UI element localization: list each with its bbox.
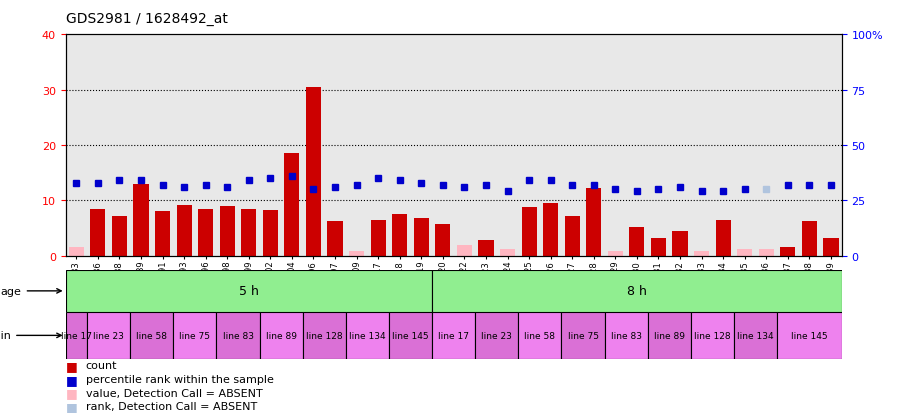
- Bar: [759, 249, 774, 256]
- Bar: [130, 312, 173, 359]
- Text: line 75: line 75: [568, 331, 599, 340]
- Bar: [521, 207, 537, 256]
- Text: rank, Detection Call = ABSENT: rank, Detection Call = ABSENT: [86, 401, 257, 411]
- Bar: [87, 312, 130, 359]
- Bar: [586, 189, 602, 256]
- Text: GDS2981 / 1628492_at: GDS2981 / 1628492_at: [66, 12, 228, 26]
- Bar: [112, 216, 127, 256]
- Text: ■: ■: [66, 386, 77, 399]
- Bar: [432, 271, 842, 312]
- Bar: [734, 312, 777, 359]
- Bar: [561, 312, 604, 359]
- Bar: [435, 224, 450, 256]
- Bar: [173, 312, 217, 359]
- Text: age: age: [1, 286, 61, 296]
- Text: line 134: line 134: [737, 331, 774, 340]
- Text: line 23: line 23: [93, 331, 124, 340]
- Text: line 134: line 134: [349, 331, 386, 340]
- Text: line 89: line 89: [653, 331, 684, 340]
- Text: line 145: line 145: [392, 331, 429, 340]
- Bar: [565, 216, 580, 256]
- Text: line 17: line 17: [61, 331, 92, 340]
- Bar: [349, 252, 364, 256]
- Bar: [306, 88, 321, 256]
- Text: value, Detection Call = ABSENT: value, Detection Call = ABSENT: [86, 388, 262, 398]
- Bar: [303, 312, 346, 359]
- Bar: [651, 238, 666, 256]
- Bar: [715, 220, 731, 256]
- Bar: [414, 218, 429, 256]
- Bar: [630, 227, 644, 256]
- Bar: [392, 215, 408, 256]
- Bar: [737, 249, 753, 256]
- Bar: [66, 312, 87, 359]
- Bar: [263, 211, 278, 256]
- Bar: [672, 231, 688, 256]
- Bar: [284, 154, 299, 256]
- Bar: [155, 212, 170, 256]
- Bar: [691, 312, 734, 359]
- Bar: [648, 312, 691, 359]
- Bar: [694, 252, 709, 256]
- Bar: [198, 209, 213, 256]
- Text: 8 h: 8 h: [627, 285, 647, 298]
- Text: line 23: line 23: [481, 331, 512, 340]
- Bar: [66, 271, 432, 312]
- Bar: [479, 241, 493, 256]
- Bar: [370, 220, 386, 256]
- Bar: [90, 209, 106, 256]
- Bar: [217, 312, 259, 359]
- Text: ■: ■: [66, 373, 77, 386]
- Text: ■: ■: [66, 400, 77, 413]
- Text: line 58: line 58: [136, 331, 167, 340]
- Bar: [802, 222, 817, 256]
- Bar: [69, 248, 84, 256]
- Bar: [604, 312, 648, 359]
- Text: line 89: line 89: [266, 331, 297, 340]
- Bar: [543, 204, 558, 256]
- Text: line 128: line 128: [694, 331, 731, 340]
- Text: percentile rank within the sample: percentile rank within the sample: [86, 374, 273, 384]
- Bar: [432, 312, 475, 359]
- Bar: [608, 252, 623, 256]
- Text: ■: ■: [66, 359, 77, 372]
- Bar: [457, 245, 472, 256]
- Bar: [780, 248, 795, 256]
- Bar: [219, 206, 235, 256]
- Bar: [389, 312, 432, 359]
- Bar: [177, 205, 192, 256]
- Text: line 128: line 128: [306, 331, 342, 340]
- Bar: [346, 312, 389, 359]
- Bar: [134, 184, 148, 256]
- Text: count: count: [86, 361, 117, 370]
- Bar: [777, 312, 842, 359]
- Bar: [328, 222, 342, 256]
- Text: line 83: line 83: [611, 331, 642, 340]
- Text: line 58: line 58: [524, 331, 555, 340]
- Bar: [519, 312, 561, 359]
- Text: 5 h: 5 h: [238, 285, 258, 298]
- Bar: [475, 312, 519, 359]
- Text: strain: strain: [0, 330, 61, 341]
- Bar: [259, 312, 303, 359]
- Bar: [824, 238, 838, 256]
- Text: line 83: line 83: [223, 331, 254, 340]
- Text: line 145: line 145: [791, 331, 828, 340]
- Text: line 75: line 75: [179, 331, 210, 340]
- Text: line 17: line 17: [438, 331, 470, 340]
- Bar: [500, 249, 515, 256]
- Bar: [241, 209, 257, 256]
